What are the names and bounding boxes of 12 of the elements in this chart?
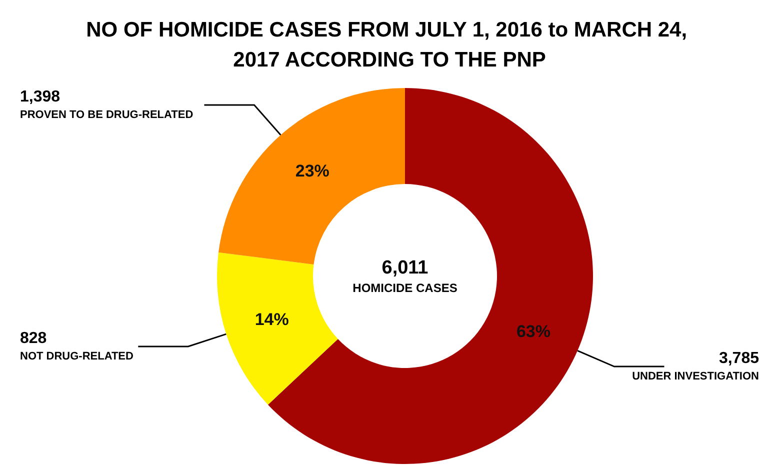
data-label: 63%	[516, 322, 550, 342]
slice-label: PROVEN TO BE DRUG-RELATED	[20, 108, 194, 121]
data-label: 23%	[295, 161, 330, 180]
text: 3,785	[718, 350, 759, 368]
text: 6,011	[382, 258, 429, 278]
chart-title: NO OF HOMICIDE CASES FROM JULY 1, 2016 to MARCH 24, 2017 ACCORDING TO THE PNP	[86, 18, 693, 72]
slice-label: NOT DRUG-RELATED	[20, 350, 134, 362]
text: 828	[20, 330, 47, 347]
text: HOMICIDE CASES	[352, 281, 458, 295]
data-label: 14%	[254, 310, 289, 329]
slice-label: UNDER INVESTIGATION	[632, 370, 760, 383]
text: 1,398	[20, 88, 60, 106]
